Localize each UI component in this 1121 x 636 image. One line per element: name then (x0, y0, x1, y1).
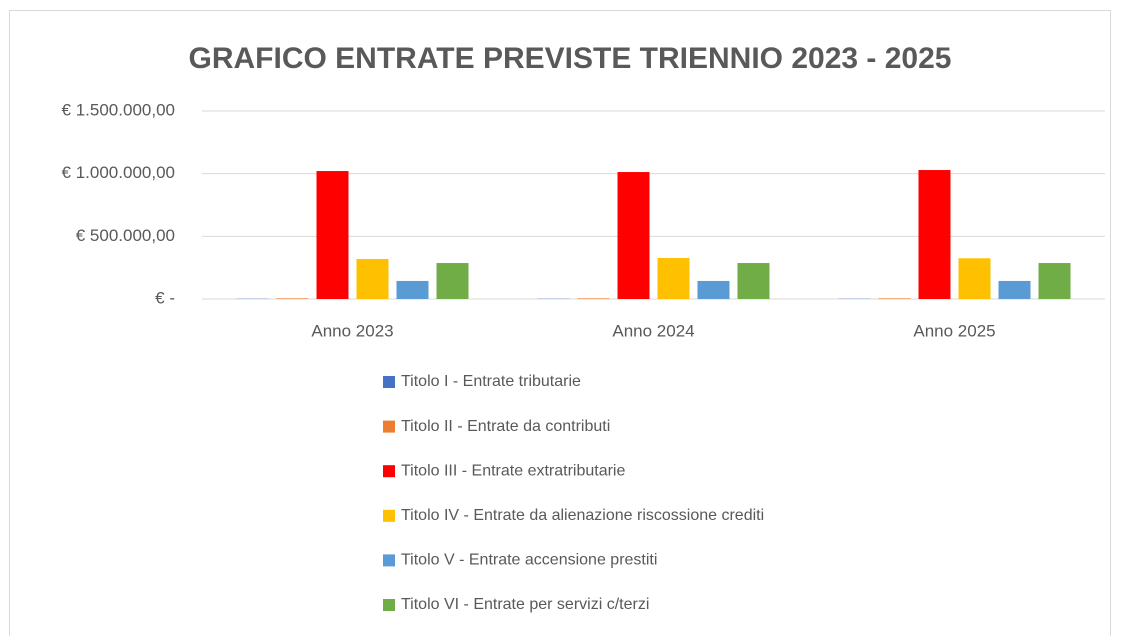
y-tick-label: € 1.000.000,00 (62, 163, 175, 182)
bar (617, 172, 650, 299)
legend-swatch (383, 420, 395, 433)
bar (878, 298, 911, 299)
bar (657, 258, 690, 299)
bar (316, 171, 349, 299)
legend-label: Titolo III - Entrate extratributarie (401, 462, 625, 479)
legend-swatch (383, 376, 395, 388)
legend-label: Titolo IV - Entrate da alienazione risco… (401, 507, 764, 524)
bar (356, 259, 389, 299)
bar (998, 280, 1031, 299)
bar (276, 298, 309, 299)
chart-title: GRAFICO ENTRATE PREVISTE TRIENNIO 2023 -… (189, 42, 952, 75)
x-tick-label: Anno 2024 (612, 321, 694, 340)
x-tick-label: Anno 2023 (311, 321, 393, 340)
x-tick-label: Anno 2025 (913, 321, 995, 340)
bar (577, 298, 610, 299)
legend-label: Titolo II - Entrate da contributi (401, 418, 610, 435)
legend-swatch (383, 509, 395, 522)
legend-label: Titolo V - Entrate accensione prestiti (401, 552, 657, 569)
bar (737, 263, 770, 299)
bar (396, 280, 429, 299)
bar (1038, 263, 1071, 299)
legend-label: Titolo VI - Entrate per servizi c/terzi (401, 596, 649, 613)
y-tick-label: € 500.000,00 (76, 226, 175, 245)
bar (697, 280, 730, 299)
legend-label: Titolo I - Entrate tributarie (401, 373, 581, 390)
y-tick-label: € 1.500.000,00 (62, 100, 175, 119)
y-tick-label: € - (155, 288, 175, 307)
legend-swatch (383, 599, 395, 611)
legend-swatch (383, 554, 395, 567)
bar (918, 170, 951, 299)
bar (436, 263, 469, 299)
chart-border (9, 10, 1111, 636)
bar (958, 258, 991, 299)
legend-swatch (383, 465, 395, 478)
